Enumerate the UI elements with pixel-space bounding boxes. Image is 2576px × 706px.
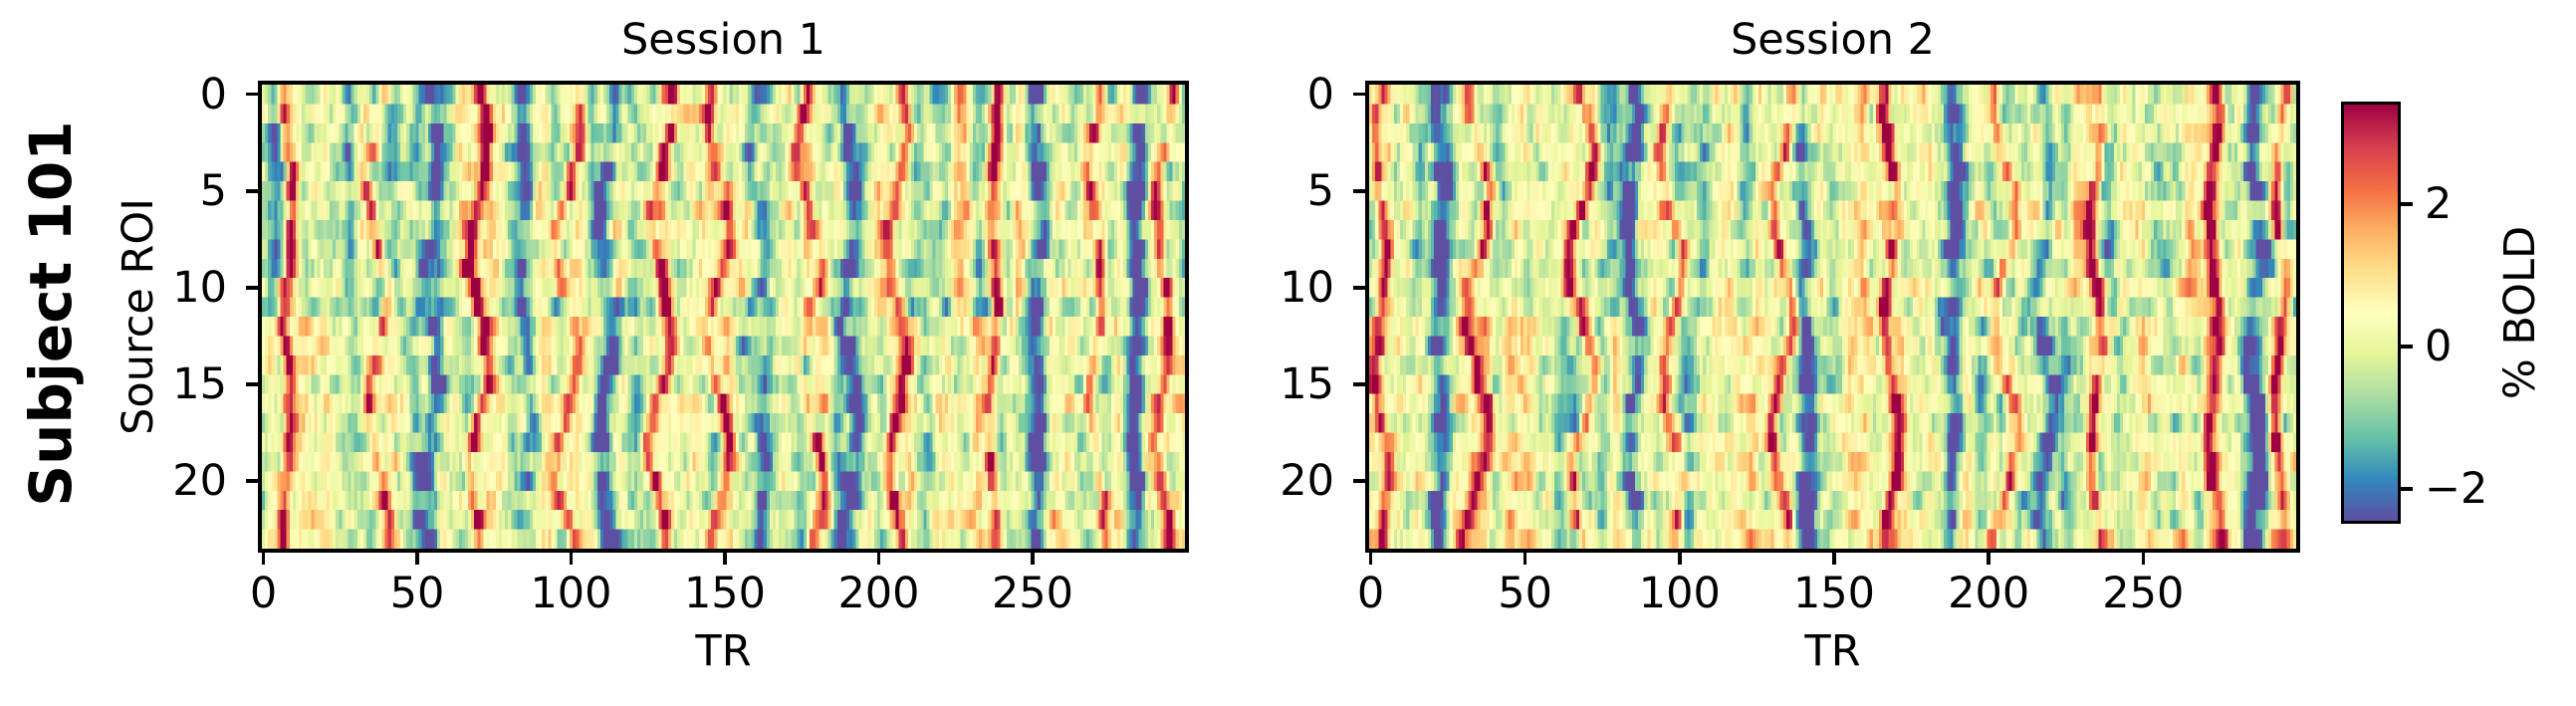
y-tick-label: 0 [199,69,227,119]
x-tick-mark [876,553,881,565]
x-tick-mark [1987,553,1991,565]
axes-border-session-2 [1365,81,2300,553]
x-tick-mark [1678,553,1682,565]
heatmap-canvas-session-2 [1369,85,2296,549]
x-tick-label: 100 [1638,569,1721,618]
x-tick-mark [261,553,266,565]
y-tick-label: 10 [1280,262,1334,313]
axes-border-session-1 [258,81,1189,553]
x-tick-mark [1368,553,1373,565]
y-tick-label: 10 [172,262,227,313]
colorbar-tick-mark [2401,202,2413,206]
y-tick-mark [246,286,258,290]
x-tick-label: 100 [530,569,612,618]
colorbar-tick-label: −2 [2425,463,2488,514]
x-tick-label: 150 [1792,569,1876,618]
y-tick-label: 5 [199,165,227,216]
panel-title-session-1: Session 1 [620,15,826,65]
y-tick-label: 5 [1306,165,1334,216]
x-tick-label: 250 [991,569,1074,618]
colorbar-label: % BOLD [2495,225,2545,400]
x-axis-label-session-2: TR [1804,626,1861,676]
y-tick-mark [1353,382,1365,386]
panel-title-session-2: Session 2 [1730,15,1936,65]
x-tick-label: 150 [683,569,767,618]
x-tick-mark [415,553,419,565]
colorbar-tick-mark [2401,487,2413,491]
x-tick-mark [723,553,727,565]
y-tick-label: 0 [1306,69,1334,119]
x-tick-label: 200 [837,569,920,618]
y-tick-label: 15 [172,358,227,409]
y-tick-mark [246,92,258,97]
x-tick-mark [1832,553,1836,565]
x-tick-label: 50 [1498,569,1553,618]
y-tick-label: 15 [1280,358,1334,409]
y-tick-label: 20 [1280,456,1334,507]
y-tick-mark [246,382,258,386]
y-tick-mark [1353,286,1365,290]
y-tick-mark [246,479,258,483]
y-tick-mark [1353,189,1365,193]
x-tick-mark [2141,553,2146,565]
y-tick-label: 20 [172,456,227,507]
y-tick-mark [1353,92,1365,97]
colorbar-tick-label: 0 [2425,321,2453,371]
x-tick-label: 250 [2102,569,2185,618]
x-axis-label-session-1: TR [695,626,752,676]
colorbar-tick-label: 2 [2425,179,2453,230]
y-tick-mark [246,189,258,193]
x-tick-label: 0 [1356,569,1385,618]
x-tick-label: 0 [249,569,278,618]
x-tick-mark [1522,553,1527,565]
x-tick-label: 50 [389,569,445,618]
x-tick-label: 200 [1948,569,2030,618]
heatmap-canvas-session-1 [262,85,1185,549]
y-tick-mark [1353,479,1365,483]
colorbar-tick-mark [2401,345,2413,349]
colorbar-gradient [2341,102,2401,524]
x-tick-mark [1031,553,1035,565]
x-tick-mark [569,553,574,565]
